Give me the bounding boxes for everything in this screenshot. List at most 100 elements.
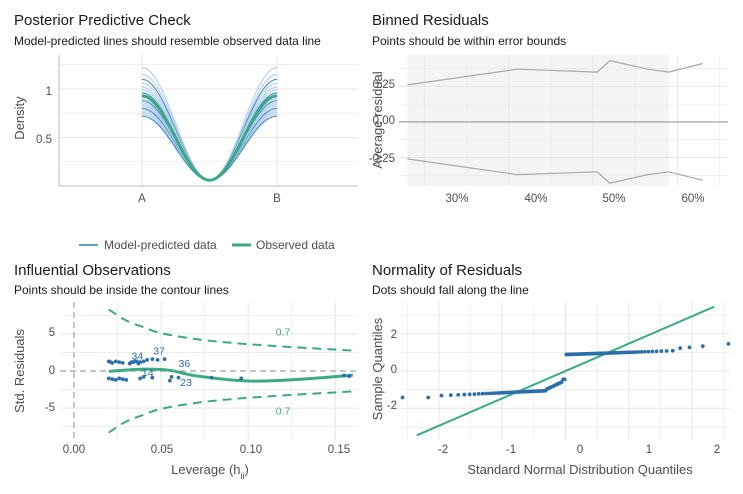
influence-point [347, 374, 352, 379]
ppc-x-tick-b: B [273, 193, 281, 205]
binned-shaded-band [407, 55, 669, 186]
influence-point-label: 34 [131, 351, 143, 363]
qq-subtitle: Dots should fall along the line [372, 283, 529, 297]
influence-point [342, 373, 346, 378]
qq-point [650, 349, 655, 354]
influence-point [113, 378, 118, 382]
qq-y-axis-label: Sample Quantiles [370, 317, 385, 420]
influence-y-tick-0: -5 [45, 402, 55, 414]
qq-point [562, 377, 567, 382]
qq-point [636, 350, 641, 354]
qq-point [476, 391, 481, 396]
influence-panel: Influential Observations Points should b… [12, 262, 358, 481]
influence-contour-label-upper: 0.7 [276, 326, 291, 338]
qq-point [726, 342, 731, 346]
binned-y-tick-1: 0.00 [373, 115, 395, 127]
influence-point [110, 360, 115, 365]
qq-point [472, 392, 477, 396]
influence-fit-line [108, 367, 353, 383]
qq-point [642, 349, 647, 354]
influence-y-axis-label: Std. Residuals [12, 329, 27, 413]
qq-point [670, 348, 675, 353]
binned-y-tick-2: 0.25 [373, 79, 395, 91]
qq-point [439, 393, 444, 398]
binned-x-tick-1: 40% [524, 193, 547, 205]
influence-point-label: 14 [142, 367, 154, 379]
ppc-model-lines [141, 66, 278, 181]
influence-x-tick-2: 0.10 [240, 444, 262, 456]
influence-point [167, 378, 172, 383]
qq-point [664, 349, 669, 353]
qq-y-tick-2: 2 [391, 329, 397, 341]
ppc-y-tick-0: 0.5 [36, 134, 52, 146]
ppc-subtitle: Model-predicted lines should resemble ob… [14, 34, 321, 48]
ppc-title: Posterior Predictive Check [14, 12, 191, 29]
qq-reference-line [416, 305, 715, 437]
ppc-y-axis-label: Density [12, 96, 27, 140]
binned-lower-bound [407, 158, 703, 184]
influence-point [169, 375, 174, 379]
qq-point [646, 349, 651, 354]
binned-x-tick-0: 30% [445, 193, 468, 205]
influence-contour-label-lower: 0.7 [276, 406, 291, 418]
ppc-y-tick-1: 1 [46, 86, 52, 98]
qq-x-tick-3: 1 [646, 444, 652, 456]
qq-point [630, 350, 635, 355]
influence-y-tick-2: 5 [49, 327, 55, 339]
qq-point [480, 391, 485, 396]
influence-point [141, 359, 146, 364]
binned-y-tick-0: -0.25 [369, 153, 395, 165]
influence-x-axis-label: Leverage (hii) [171, 462, 249, 481]
qq-point [426, 395, 431, 400]
qq-point [487, 391, 492, 396]
binned-title: Binned Residuals [372, 12, 489, 29]
influence-title: Influential Observations [14, 262, 171, 279]
influence-points: 34 37 36 14 23 [106, 345, 352, 389]
binned-x-tick-3: 60% [681, 193, 704, 205]
ppc-legend: Model-predicted data Observed data [79, 238, 335, 252]
influence-point [120, 377, 125, 382]
influence-point [209, 375, 214, 380]
qq-point [400, 395, 405, 400]
ppc-gridlines [59, 55, 358, 186]
qq-point [496, 391, 501, 395]
influence-point [150, 375, 155, 380]
qq-point [687, 345, 692, 350]
binned-subtitle: Points should be within error bounds [372, 34, 566, 48]
influence-point [113, 359, 118, 364]
qq-points [400, 342, 731, 400]
influence-point [150, 357, 155, 362]
qq-point [462, 392, 467, 397]
influence-point [117, 376, 122, 381]
qq-x-tick-2: 0 [577, 444, 583, 456]
qq-title: Normality of Residuals [372, 262, 522, 279]
ppc-observed-line [141, 94, 278, 182]
influence-point [110, 377, 115, 382]
qq-point [493, 391, 498, 395]
influence-point [129, 360, 134, 364]
influence-x-tick-1: 0.05 [151, 444, 173, 456]
ppc-x-tick-a: A [138, 193, 146, 205]
qq-x-tick-1: -1 [506, 444, 516, 456]
qq-y-tick-1: 0 [391, 364, 397, 376]
influence-point-label: 36 [179, 358, 191, 370]
influence-x-tick-0: 0.00 [63, 444, 85, 456]
binned-y-axis-label: Average residual [370, 71, 385, 168]
qq-point [456, 392, 461, 397]
influence-y-tick-1: 0 [49, 365, 55, 377]
influence-point [239, 376, 244, 381]
qq-x-tick-4: 2 [714, 444, 720, 456]
binned-upper-bound [407, 60, 703, 86]
qq-point [639, 350, 644, 354]
qq-point [659, 349, 664, 354]
influence-point [120, 360, 125, 365]
qq-point [490, 391, 495, 396]
legend-observed-label: Observed data [256, 238, 335, 252]
qq-panel: Normality of Residuals Dots should fall … [370, 262, 731, 477]
binned-shaded-region [407, 55, 669, 186]
influence-point [136, 361, 141, 366]
qq-point [467, 392, 472, 397]
qq-x-axis-label: Standard Normal Distribution Quantiles [467, 462, 693, 477]
influence-point [133, 359, 137, 364]
